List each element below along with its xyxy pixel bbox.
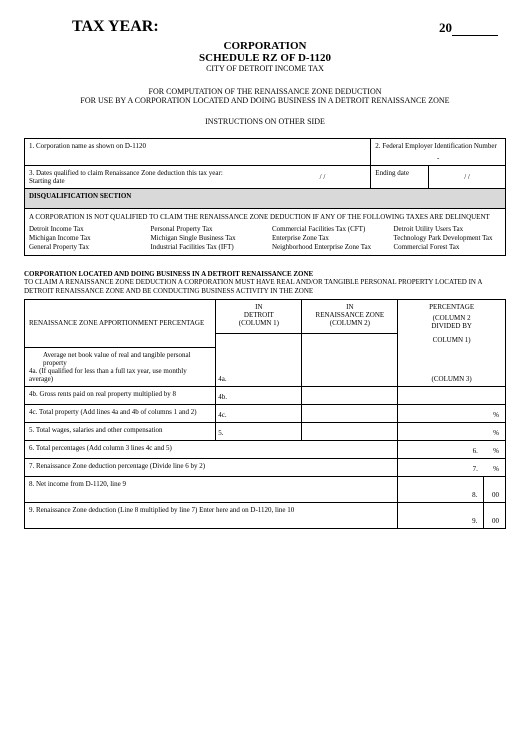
row-7-label: 7. Renaissance Zone deduction percentage… (25, 458, 398, 476)
cell-4c-col3[interactable] (398, 404, 484, 422)
instructions-note: INSTRUCTIONS ON OTHER SIDE (24, 117, 506, 126)
corporation-title: CORPORATION (24, 40, 506, 52)
line-8-num[interactable]: 8. (398, 476, 484, 502)
disqualification-body: A CORPORATION IS NOT QUALIFIED TO CLAIM … (25, 209, 506, 256)
col2-header: IN RENAISSANCE ZONE (COLUMN 2) (302, 300, 398, 334)
for-use: FOR USE BY A CORPORATION LOCATED AND DOI… (24, 96, 506, 105)
dates-label-cell: 3. Dates qualified to claim Renaissance … (25, 166, 246, 189)
line-7-num[interactable]: 7. (398, 458, 484, 476)
col1-header: IN DETROIT (COLUMN 1) (216, 300, 302, 334)
tax-year-label: TAX YEAR: (72, 18, 159, 36)
tax-col-4: Detroit Utility Users Tax Technology Par… (394, 225, 502, 251)
col3-label: (COLUMN 3) (398, 347, 506, 386)
line-4a-num: 4a. (216, 333, 302, 386)
ending-date-field[interactable]: / / (429, 166, 506, 189)
row-6-label: 6. Total percentages (Add column 3 lines… (25, 440, 398, 458)
line-4c-num: 4c. (216, 404, 302, 422)
line-6-num[interactable]: 6. (398, 440, 484, 458)
row-5-label: 5. Total wages, salaries and other compe… (25, 422, 216, 440)
for-computation: FOR COMPUTATION OF THE RENAISSANCE ZONE … (24, 87, 506, 96)
pct-header: PERCENTAGE (COLUMN 2 DIVIDED BY (398, 300, 506, 334)
starting-date-field[interactable]: / / (275, 166, 371, 189)
cell-4c-col2[interactable] (302, 404, 398, 422)
pct-7: % (484, 458, 506, 476)
year-prefix: 20 (439, 20, 498, 36)
pct-4c: % (484, 404, 506, 422)
row-4c-label: 4c. Total property (Add lines 4a and 4b … (25, 404, 216, 422)
year-blank[interactable] (452, 24, 498, 36)
identification-table: 1. Corporation name as shown on D-1120 2… (24, 138, 506, 256)
tax-year-row: TAX YEAR: 20 (24, 18, 506, 36)
cell-4a-col2[interactable] (302, 333, 398, 386)
line-5-num: 5. (216, 422, 302, 440)
pct-5: % (484, 422, 506, 440)
tax-col-1: Detroit Income Tax Michigan Income Tax G… (29, 225, 137, 251)
row-4a-label: Average net book value of real and tangi… (25, 347, 216, 386)
cents-8: 00 (484, 476, 506, 502)
tax-col-2: Personal Property Tax Michigan Single Bu… (151, 225, 259, 251)
schedule-title: SCHEDULE RZ OF D-1120 (24, 52, 506, 64)
cell-4b-col3[interactable] (398, 386, 506, 404)
ending-label: Ending date (371, 166, 429, 189)
apportion-header-main: RENAISSANCE ZONE APPORTIONMENT PERCENTAG… (25, 300, 216, 348)
pct-6: % (484, 440, 506, 458)
row-9-label: 9. Renaissance Zone deduction (Line 8 mu… (25, 502, 398, 528)
fein-cell[interactable]: 2. Federal Employer Identification Numbe… (371, 139, 506, 166)
cell-5-col2[interactable] (302, 422, 398, 440)
row-4b-label: 4b. Gross rents paid on real property mu… (25, 386, 216, 404)
cell-5-col3[interactable] (398, 422, 484, 440)
city-line: CITY OF DETROIT INCOME TAX (24, 64, 506, 73)
apportionment-table: RENAISSANCE ZONE APPORTIONMENT PERCENTAG… (24, 299, 506, 529)
cell-4b-col2[interactable] (302, 386, 398, 404)
row-8-label: 8. Net income from D-1120, line 9 (25, 476, 398, 502)
line-4b-num: 4b. (216, 386, 302, 404)
cents-9: 00 (484, 502, 506, 528)
tax-col-3: Commercial Facilities Tax (CFT) Enterpri… (272, 225, 380, 251)
line-9-num[interactable]: 9. (398, 502, 484, 528)
corp-located-sub: TO CLAIM A RENAISSANCE ZONE DEDUCTION A … (24, 278, 506, 295)
corp-located-title: CORPORATION LOCATED AND DOING BUSINESS I… (24, 270, 506, 278)
corp-name-cell[interactable]: 1. Corporation name as shown on D-1120 (25, 139, 371, 166)
disqualification-header: DISQUALIFICATION SECTION (25, 189, 506, 209)
